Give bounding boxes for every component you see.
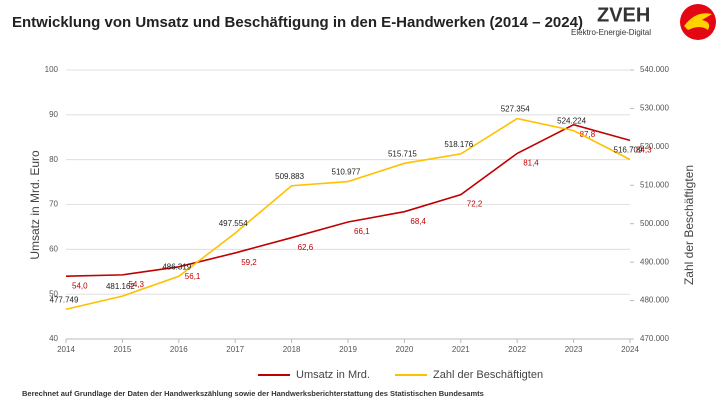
x-tick-label: 2018 (283, 345, 301, 354)
y2-tick-label: 490.000 (640, 257, 669, 266)
data-label: 72,2 (467, 200, 483, 209)
data-label: 515.715 (388, 149, 417, 158)
logo-swoosh (684, 13, 712, 30)
data-label: 62,6 (298, 243, 314, 252)
data-label: 516.709 (614, 146, 643, 155)
x-tick-label: 2016 (170, 345, 188, 354)
legend-label: Umsatz in Mrd. (296, 369, 370, 381)
y-tick-label: 40 (49, 334, 58, 343)
data-label: 486.319 (162, 262, 191, 271)
data-label: 59,2 (241, 258, 257, 267)
y-axis-label: Umsatz in Mrd. Euro (28, 150, 42, 260)
data-label: 527.354 (501, 105, 530, 114)
data-label: 66,1 (354, 227, 370, 236)
data-label: 54,0 (72, 281, 88, 290)
data-label: 81,4 (523, 158, 539, 167)
y2-tick-label: 510.000 (640, 180, 669, 189)
series-line (65, 117, 631, 311)
data-label: 524.224 (557, 117, 586, 126)
logo-title: ZVEH (597, 4, 650, 26)
footnote: Berechnet auf Grundlage der Daten der Ha… (22, 389, 484, 398)
data-label: 518.176 (444, 140, 473, 149)
chart-title: Entwicklung von Umsatz und Beschäftigung… (12, 14, 583, 31)
data-label: 497.554 (219, 219, 248, 228)
y2-tick-label: 470.000 (640, 334, 669, 343)
x-tick-label: 2014 (57, 345, 75, 354)
data-label: 84,3 (636, 145, 652, 154)
y-tick-label: 90 (49, 110, 58, 119)
data-label: 68,4 (410, 217, 426, 226)
y-tick-label: 70 (49, 200, 58, 209)
y2-tick-label: 540.000 (640, 65, 669, 74)
x-tick-label: 2023 (565, 345, 583, 354)
x-tick-label: 2019 (339, 345, 357, 354)
y2-tick-label: 480.000 (640, 296, 669, 305)
y-tick-label: 60 (49, 244, 58, 253)
x-tick-label: 2015 (114, 345, 132, 354)
y2-axis-label: Zahl der Beschäftigten (682, 165, 696, 285)
y2-tick-label: 530.000 (640, 104, 669, 113)
x-tick-label: 2024 (621, 345, 639, 354)
y2-tick-label: 500.000 (640, 219, 669, 228)
data-label: 56,1 (185, 272, 201, 281)
series-line (65, 123, 631, 278)
x-tick-label: 2022 (508, 345, 526, 354)
logo-subtitle: Elektro-Energie-Digital (571, 28, 651, 37)
y-tick-label: 100 (45, 65, 59, 74)
data-label: 481.162 (106, 282, 135, 291)
data-label: 477.749 (50, 295, 79, 304)
x-tick-label: 2020 (396, 345, 414, 354)
data-label: 509.883 (275, 172, 304, 181)
data-label: 87,8 (580, 130, 596, 139)
x-tick-label: 2021 (452, 345, 470, 354)
y-tick-label: 80 (49, 155, 58, 164)
data-label: 54,3 (128, 280, 144, 289)
data-label: 510.977 (332, 168, 361, 177)
legend-label: Zahl der Beschäftigten (433, 369, 543, 381)
y2-tick-label: 520.000 (640, 142, 669, 151)
logo: ZVEH Elektro-Energie-Digital (571, 4, 716, 40)
y-tick-label: 50 (49, 289, 58, 298)
x-tick-label: 2017 (226, 345, 244, 354)
